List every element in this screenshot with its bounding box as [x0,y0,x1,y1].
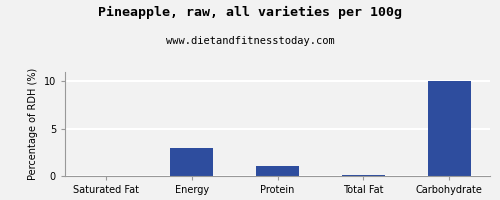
Bar [256,166,299,176]
Y-axis label: Percentage of RDH (%): Percentage of RDH (%) [28,68,38,180]
Bar [428,81,470,176]
Bar [170,148,213,176]
Text: Pineapple, raw, all varieties per 100g: Pineapple, raw, all varieties per 100g [98,6,402,19]
Text: www.dietandfitnesstoday.com: www.dietandfitnesstoday.com [166,36,334,46]
Bar [342,175,385,176]
